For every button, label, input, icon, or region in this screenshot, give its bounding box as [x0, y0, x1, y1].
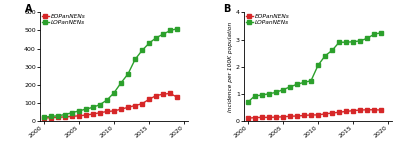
- LOPanNENs: [358, 40, 363, 42]
- LOPanNENs: [288, 86, 292, 88]
- Text: B: B: [223, 4, 231, 14]
- EOPanNENs: [379, 109, 384, 111]
- Y-axis label: Incidence per 100K population: Incidence per 100K population: [228, 22, 233, 112]
- EOPanNENs: [245, 117, 250, 119]
- EOPanNENs: [133, 105, 138, 106]
- Line: EOPanNENs: EOPanNENs: [246, 108, 384, 120]
- LOPanNENs: [98, 104, 102, 106]
- EOPanNENs: [90, 113, 95, 115]
- EOPanNENs: [316, 114, 320, 116]
- LOPanNENs: [259, 94, 264, 96]
- LOPanNENs: [55, 115, 60, 117]
- EOPanNENs: [365, 109, 370, 111]
- LOPanNENs: [118, 82, 123, 84]
- LOPanNENs: [147, 42, 152, 44]
- LOPanNENs: [76, 110, 81, 112]
- EOPanNENs: [351, 110, 356, 112]
- Text: A: A: [25, 4, 33, 14]
- EOPanNENs: [161, 93, 166, 95]
- EOPanNENs: [48, 117, 53, 119]
- LOPanNENs: [365, 37, 370, 39]
- LOPanNENs: [168, 30, 173, 31]
- LOPanNENs: [62, 114, 67, 115]
- EOPanNENs: [62, 116, 67, 118]
- EOPanNENs: [154, 95, 159, 97]
- EOPanNENs: [55, 116, 60, 118]
- EOPanNENs: [288, 115, 292, 117]
- EOPanNENs: [168, 93, 173, 94]
- LOPanNENs: [309, 80, 314, 82]
- EOPanNENs: [140, 103, 144, 105]
- LOPanNENs: [112, 92, 116, 94]
- LOPanNENs: [154, 37, 159, 39]
- LOPanNENs: [41, 116, 46, 118]
- EOPanNENs: [309, 114, 314, 116]
- Line: EOPanNENs: EOPanNENs: [42, 91, 180, 120]
- LOPanNENs: [337, 41, 342, 43]
- EOPanNENs: [76, 115, 81, 117]
- EOPanNENs: [302, 115, 306, 116]
- Line: LOPanNENs: LOPanNENs: [246, 31, 384, 104]
- EOPanNENs: [69, 115, 74, 117]
- EOPanNENs: [112, 110, 116, 112]
- LOPanNENs: [133, 58, 138, 60]
- Legend: EOPanNENs, LOPanNENs: EOPanNENs, LOPanNENs: [246, 14, 289, 25]
- Legend: EOPanNENs, LOPanNENs: EOPanNENs, LOPanNENs: [42, 14, 85, 25]
- EOPanNENs: [126, 106, 130, 108]
- LOPanNENs: [90, 106, 95, 108]
- EOPanNENs: [323, 113, 328, 115]
- EOPanNENs: [259, 116, 264, 118]
- LOPanNENs: [48, 115, 53, 117]
- EOPanNENs: [372, 109, 377, 111]
- LOPanNENs: [280, 89, 285, 91]
- EOPanNENs: [104, 111, 109, 112]
- EOPanNENs: [280, 116, 285, 118]
- LOPanNENs: [294, 83, 299, 85]
- EOPanNENs: [330, 112, 334, 114]
- LOPanNENs: [344, 41, 349, 43]
- EOPanNENs: [344, 111, 349, 112]
- EOPanNENs: [98, 112, 102, 114]
- LOPanNENs: [140, 49, 144, 51]
- LOPanNENs: [69, 112, 74, 114]
- LOPanNENs: [126, 73, 130, 75]
- LOPanNENs: [323, 55, 328, 57]
- EOPanNENs: [147, 98, 152, 100]
- LOPanNENs: [379, 32, 384, 34]
- EOPanNENs: [83, 114, 88, 116]
- EOPanNENs: [118, 108, 123, 110]
- EOPanNENs: [41, 117, 46, 119]
- LOPanNENs: [83, 108, 88, 110]
- EOPanNENs: [175, 96, 180, 98]
- LOPanNENs: [273, 91, 278, 93]
- LOPanNENs: [104, 99, 109, 101]
- EOPanNENs: [358, 109, 363, 111]
- LOPanNENs: [245, 102, 250, 103]
- EOPanNENs: [273, 116, 278, 118]
- EOPanNENs: [266, 116, 271, 118]
- LOPanNENs: [161, 33, 166, 35]
- LOPanNENs: [316, 64, 320, 66]
- LOPanNENs: [175, 28, 180, 30]
- EOPanNENs: [252, 117, 257, 119]
- LOPanNENs: [266, 93, 271, 95]
- LOPanNENs: [351, 41, 356, 43]
- LOPanNENs: [372, 33, 377, 35]
- EOPanNENs: [337, 111, 342, 113]
- LOPanNENs: [302, 82, 306, 83]
- LOPanNENs: [252, 95, 257, 97]
- Line: LOPanNENs: LOPanNENs: [42, 27, 180, 119]
- LOPanNENs: [330, 49, 334, 51]
- EOPanNENs: [294, 115, 299, 117]
